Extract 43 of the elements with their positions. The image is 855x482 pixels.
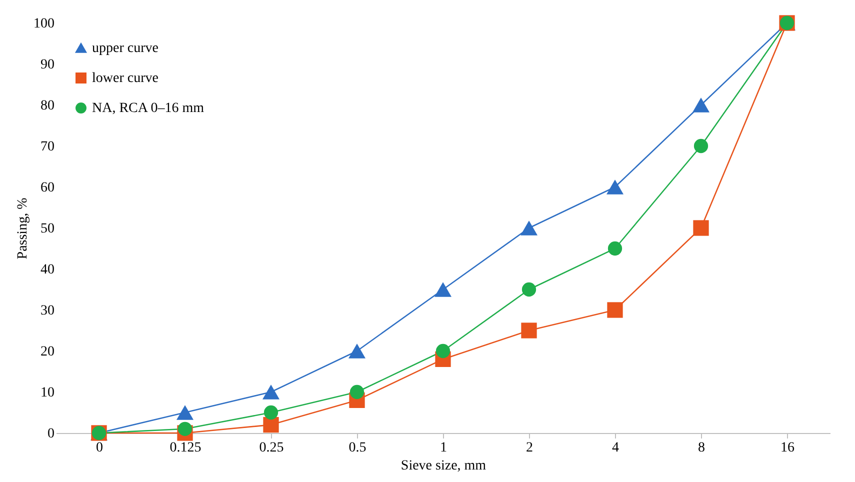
y-tick-label: 20 <box>40 344 54 360</box>
x-tick-label: 0.5 <box>348 440 366 456</box>
x-tick-label: 16 <box>780 440 794 456</box>
point <box>693 220 709 236</box>
point <box>348 344 366 358</box>
y-tick-label: 90 <box>40 58 54 72</box>
y-tick-label: 40 <box>40 262 54 278</box>
x-tick-label: 2 <box>526 440 533 456</box>
y-tick-label: 60 <box>40 180 54 196</box>
x-axis-title: Sieve size, mm <box>400 458 486 474</box>
y-tick-label: 30 <box>40 304 54 318</box>
y-tick-label: 0 <box>48 426 54 442</box>
y-tick-label: 10 <box>40 386 54 400</box>
y-tick-label: 100 <box>34 16 54 32</box>
x-tick-label: 8 <box>698 440 705 456</box>
y-tick-label: 50 <box>40 222 54 236</box>
x-tick-label: 4 <box>612 440 619 456</box>
legend-label: upper curve <box>92 41 158 56</box>
x-tick-label: 0.25 <box>259 440 284 456</box>
point <box>262 384 280 400</box>
point <box>176 405 194 420</box>
point <box>608 241 622 256</box>
point <box>694 138 708 154</box>
x-tick-label: 0.125 <box>170 440 202 456</box>
point <box>436 344 450 358</box>
x-tick-label: 1 <box>440 440 447 456</box>
point <box>434 282 452 297</box>
point <box>522 282 536 297</box>
x-tick-label: 0 <box>96 440 103 456</box>
point <box>606 180 624 194</box>
point <box>521 322 537 338</box>
point <box>350 384 364 400</box>
point <box>607 302 623 318</box>
point <box>692 98 710 112</box>
point <box>264 405 278 420</box>
point <box>178 422 192 436</box>
point <box>520 220 538 236</box>
y-tick-label: 80 <box>40 98 54 114</box>
point <box>263 416 279 433</box>
y-axis-title: Passing, % <box>16 197 30 260</box>
y-tick-label: 70 <box>40 140 54 154</box>
legend-label: NA, RCA 0–16 mm <box>92 101 204 116</box>
legend-label: lower curve <box>92 71 158 86</box>
